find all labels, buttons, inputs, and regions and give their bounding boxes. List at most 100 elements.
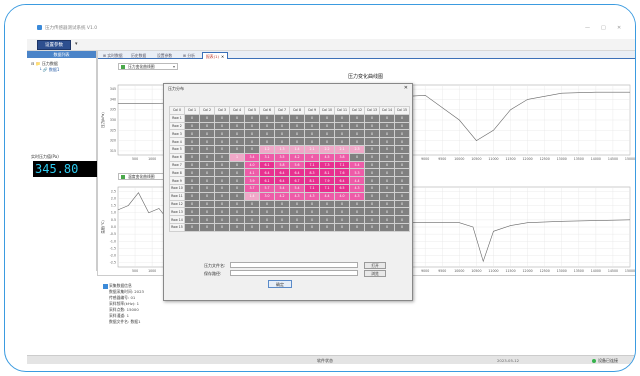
heatmap-cell: 0 [214,152,230,162]
heatmap-cell: 0 [364,144,380,154]
heatmap-cell: 7.6 [334,168,350,178]
heatmap-cell: 0 [229,121,245,131]
heatmap-cell: 0 [364,168,380,178]
heatmap-cell: 0 [364,215,380,224]
y-tick-label: 2.5 [111,189,116,193]
x-tick-label: 11000 [488,157,498,161]
toolbar: 设置参数 ▾ [27,39,635,51]
tab-bar: ⊞ 实时数据 历史数据 设置参数 ⊞ 分析 报表(1) ✕ [98,51,635,59]
column-header: Col 5 [244,106,260,115]
log-line: 采样频率(kHz): 1 [109,301,140,306]
tab-history[interactable]: 历史数据 [131,53,147,58]
heatmap-cell: 5.6 [289,160,305,170]
heatmap-cell: 0 [364,160,380,170]
heatmap-cell: 0 [304,215,320,224]
heatmap-cell: 0 [229,191,245,201]
heatmap-cell: 0 [364,129,380,139]
heatmap-cell: 0 [394,144,410,154]
y-tick-label: -1.5 [110,246,116,250]
heatmap-cell: 0 [304,199,320,209]
heatmap-cell: 0 [364,176,380,185]
heatmap-cell: 0 [184,113,200,123]
heatmap-cell: 0 [199,199,215,209]
heatmap-cell: 0 [304,137,320,146]
heatmap-cell: 0 [334,222,350,232]
heatmap-cell: 4.3 [349,183,365,193]
chart1-select[interactable]: 压力变化曲线图 ▾ [118,63,178,70]
tree-item-data1[interactable]: └ 🔗 数据1 [39,67,60,72]
panel-header: 数据列表 [27,51,96,58]
heatmap-cell: 0 [199,183,215,193]
heatmap-cell: 0 [274,199,290,209]
heatmap-cell: 0 [274,121,290,131]
tab-analysis[interactable]: ⊞ 分析 [183,53,195,58]
heatmap-cell: 0 [259,222,275,232]
heatmap-cell: 0 [259,113,275,123]
tab-settings[interactable]: 设置参数 [157,53,173,58]
heatmap-cell: 0 [364,183,380,193]
y-tick-label: -2.5 [110,261,116,265]
connection-status-icon [592,359,596,363]
heatmap-cell: 0 [364,137,380,146]
x-tick-label: 11000 [488,269,498,273]
heatmap-cell: 0 [379,152,395,162]
heatmap-cell: 1.4 [289,144,305,154]
log-line: 数据采集时间: 2023 [109,289,144,294]
chevron-down-icon[interactable]: ▾ [75,41,78,47]
settings-button[interactable]: 设置参数 [37,40,71,50]
minimize-icon[interactable]: — [585,25,590,31]
heatmap-cell: 0 [394,183,410,193]
heatmap-cell: 7.1 [334,160,350,170]
heatmap-cell: 0 [334,207,350,217]
heatmap-cell: 4.0 [244,160,260,170]
heatmap-cell: 0 [274,137,290,146]
close-icon[interactable]: ✕ [403,85,408,91]
open-button[interactable]: 打开 [364,262,386,269]
y-tick-label: -2.0 [110,254,116,258]
heatmap-cell: 0 [289,222,305,232]
heatmap-cell: 0 [394,113,410,123]
save-path-label: 保存路径: [204,271,222,276]
x-tick-label: 9500 [438,157,446,161]
heatmap-cell: 0 [199,168,215,178]
heatmap-cell: 4.4 [319,191,335,201]
heatmap-cell: 8.3 [304,168,320,178]
close-icon[interactable]: ✕ [220,54,225,59]
heatmap-cell: 3.8 [334,152,350,162]
heatmap-cell: 0 [229,222,245,232]
row-header: Row 2 [169,121,185,131]
browse-button[interactable]: 浏览 [364,270,386,277]
heatmap-cell: 0 [229,183,245,193]
heatmap-cell: 0 [379,222,395,232]
heatmap-cell: 0 [229,144,245,154]
heatmap-cell: 0 [274,207,290,217]
y-tick-label: 0.5 [111,218,116,222]
column-header: Col 12 [349,106,365,115]
heatmap-cell: 6.4 [289,168,305,178]
maximize-icon[interactable]: □ [601,25,606,31]
heatmap-cell: 7.1 [304,160,320,170]
heatmap-cell: 0 [289,137,305,146]
ok-button[interactable]: 确定 [268,280,292,288]
heatmap-cell: 0 [334,121,350,131]
heatmap-cell: 0 [289,199,305,209]
x-tick-label: 1000 [148,269,156,273]
tree-item-root[interactable]: ⊟ 📁 压力数据 [31,61,58,66]
heatmap-cell: 0 [199,222,215,232]
y-tick-label: -1.0 [110,239,116,243]
close-icon[interactable]: ✕ [617,25,622,31]
heatmap-cell: 0 [184,121,200,131]
column-header: Col 0 [169,106,185,115]
file-name-input[interactable] [230,262,358,268]
heatmap-cell: 0 [199,113,215,123]
heatmap-cell: 0 [304,113,320,123]
row-header: Row 12 [169,199,185,209]
tab-report[interactable]: 报表(1) ✕ [202,52,229,59]
heatmap-cell: 0 [259,137,275,146]
save-path-input[interactable] [230,270,358,276]
heatmap-cell: 4.3 [349,191,365,201]
status-text: 软件状态 [317,358,333,363]
tab-realtime[interactable]: ⊞ 实时数据 [103,53,123,58]
heatmap-cell: 0 [184,152,200,162]
y-tick-label: 340 [110,97,116,101]
